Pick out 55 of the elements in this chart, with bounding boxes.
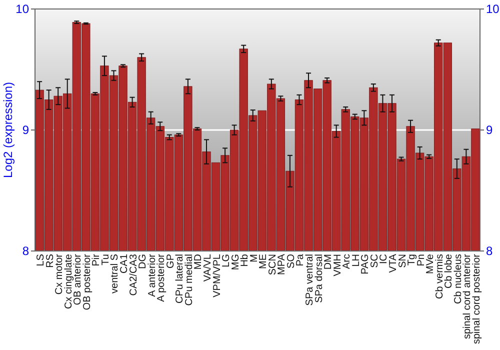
x-tick-label: Cb vermis	[434, 254, 446, 300]
x-tick-label: LG	[221, 254, 232, 268]
y-axis-title: Log2 (expression)	[1, 82, 15, 178]
x-tick-label: CA1	[119, 254, 130, 274]
x-tick-label: SPa ventral	[304, 254, 316, 306]
x-tick-label: OB anterior	[72, 253, 84, 306]
x-tick-label: VA/VL	[202, 254, 214, 282]
y2-tick-label: 9	[486, 123, 493, 138]
x-tick-label: MD	[193, 254, 204, 270]
x-tick-label: Arc	[342, 254, 353, 269]
x-tick-label: A anterior	[146, 253, 158, 297]
x-tick-label: CPu lateral	[174, 254, 186, 304]
x-tick-label: spinal cord anterior	[462, 253, 474, 340]
x-tick-label: IC	[378, 254, 390, 264]
x-tick-label: Cx motor	[54, 253, 66, 295]
x-tick-label: ME	[258, 254, 270, 269]
x-tick-label: LH	[350, 254, 362, 267]
x-tick-label: MPA	[276, 254, 288, 275]
x-tick-label: RS	[44, 254, 56, 268]
x-tick-label: CA2/CA3	[128, 254, 140, 296]
x-tick-label: Cb nucleus	[452, 254, 464, 304]
x-tick-label: Tu	[100, 254, 112, 266]
x-tick-label: SCN	[267, 254, 278, 276]
y-tick-label: 10	[16, 2, 30, 16]
x-tick-label: MG	[230, 254, 242, 270]
x-tick-label: SPa dorsal	[314, 254, 325, 303]
x-tick-label: Pir	[91, 253, 102, 266]
x-tick-label: VPM/VPL	[212, 254, 223, 298]
x-tick-label: Hb	[240, 254, 251, 267]
x-tick-label: DG	[138, 254, 149, 269]
x-tick-label: A posterior	[156, 253, 168, 302]
x-tick-label: VMH	[332, 254, 344, 276]
x-tick-label: ventral S	[110, 254, 121, 294]
x-tick-label: Cx cingulate	[63, 254, 74, 310]
y2-tick-label: 10	[486, 2, 500, 16]
x-tick-label: Tg	[406, 254, 418, 266]
x-tick-label: OB posterior	[82, 253, 93, 310]
x-tick-label: SO	[286, 254, 297, 268]
x-tick-label: M	[248, 254, 260, 262]
y-tick-label: 9	[22, 123, 30, 138]
x-tick-label: Cb lobe	[444, 254, 455, 288]
x-tick-label: CPu medial	[184, 254, 195, 306]
x-tick-label: spinal cord posterior	[471, 253, 482, 344]
x-tick-label: SN	[397, 254, 408, 268]
x-tick-label: MVe	[425, 254, 436, 274]
x-tick-label: GP	[165, 254, 176, 268]
y-tick-label: 8	[22, 244, 30, 258]
x-tick-label: Pn	[416, 254, 427, 266]
x-tick-label: Pa	[295, 254, 306, 266]
x-tick-label: VTA	[388, 254, 399, 273]
x-tick-label: LS	[36, 254, 47, 266]
y2-tick-label: 8	[486, 244, 493, 258]
x-tick-label: SC	[369, 254, 380, 268]
x-tick-label: PAG	[360, 254, 372, 274]
x-tick-label: DM	[323, 254, 334, 270]
